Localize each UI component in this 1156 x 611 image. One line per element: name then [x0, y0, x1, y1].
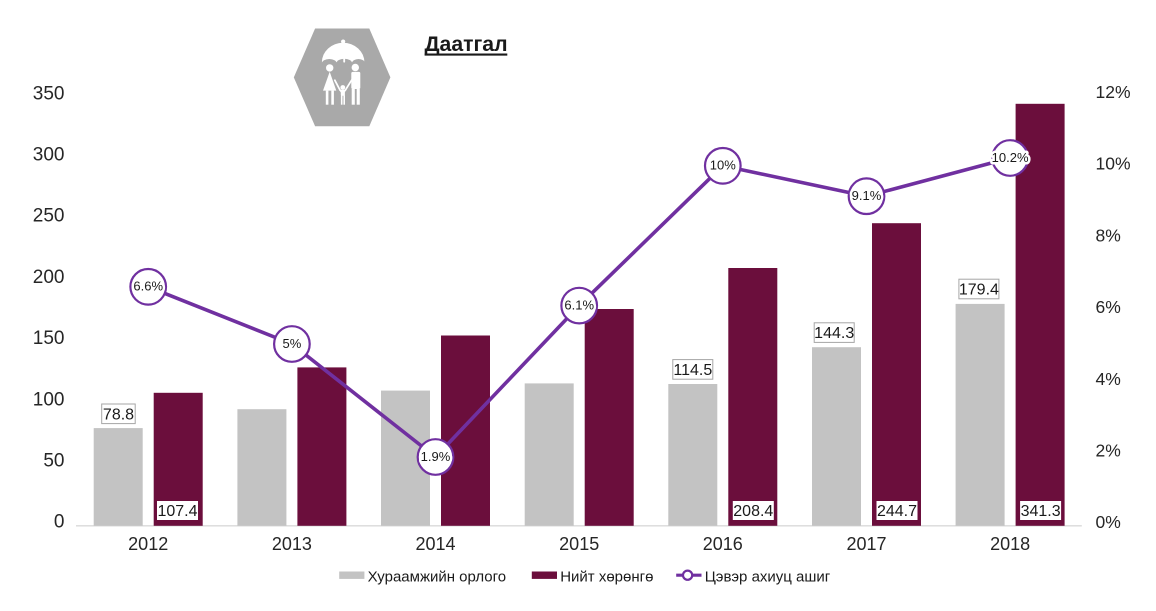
svg-text:114.5: 114.5	[673, 362, 712, 379]
svg-text:Нийт хөрөнгө: Нийт хөрөнгө	[560, 569, 653, 586]
svg-text:341.3: 341.3	[1021, 503, 1061, 520]
svg-text:9.1%: 9.1%	[852, 188, 882, 203]
svg-text:0%: 0%	[1096, 512, 1121, 532]
svg-text:300: 300	[33, 145, 65, 166]
svg-text:1.9%: 1.9%	[421, 449, 451, 464]
svg-text:2016: 2016	[703, 534, 743, 554]
svg-text:5%: 5%	[283, 336, 302, 351]
svg-text:179.4: 179.4	[959, 282, 999, 299]
svg-text:12%: 12%	[1096, 82, 1131, 102]
svg-text:250: 250	[33, 206, 65, 227]
svg-text:10%: 10%	[1096, 154, 1131, 174]
svg-text:6.1%: 6.1%	[564, 297, 594, 312]
svg-text:Хураамжийн орлого: Хураамжийн орлого	[368, 569, 507, 586]
svg-text:2018: 2018	[990, 534, 1030, 554]
svg-text:78.8: 78.8	[103, 406, 134, 423]
svg-text:150: 150	[33, 328, 65, 349]
svg-text:Даатгал: Даатгал	[424, 33, 507, 56]
svg-text:10%: 10%	[710, 158, 736, 173]
svg-text:0: 0	[54, 512, 65, 533]
svg-text:2%: 2%	[1096, 441, 1121, 461]
svg-text:244.7: 244.7	[877, 503, 917, 520]
svg-text:2013: 2013	[272, 534, 312, 554]
svg-text:Цэвэр ахиуц ашиг: Цэвэр ахиуц ашиг	[705, 569, 831, 586]
svg-text:100: 100	[33, 389, 65, 410]
svg-text:50: 50	[43, 451, 64, 472]
svg-text:8%: 8%	[1096, 225, 1121, 245]
svg-text:208.4: 208.4	[733, 503, 773, 520]
svg-text:6%: 6%	[1096, 297, 1121, 317]
svg-text:2012: 2012	[128, 534, 168, 554]
svg-text:2015: 2015	[559, 534, 599, 554]
svg-text:350: 350	[33, 83, 65, 104]
svg-text:107.4: 107.4	[157, 503, 197, 520]
svg-text:200: 200	[33, 267, 65, 288]
svg-text:6.6%: 6.6%	[133, 279, 163, 294]
svg-text:4%: 4%	[1096, 369, 1121, 389]
svg-text:2017: 2017	[846, 534, 886, 554]
svg-text:10.2%: 10.2%	[992, 150, 1029, 165]
svg-text:2014: 2014	[415, 534, 455, 554]
svg-text:144.3: 144.3	[814, 325, 854, 342]
